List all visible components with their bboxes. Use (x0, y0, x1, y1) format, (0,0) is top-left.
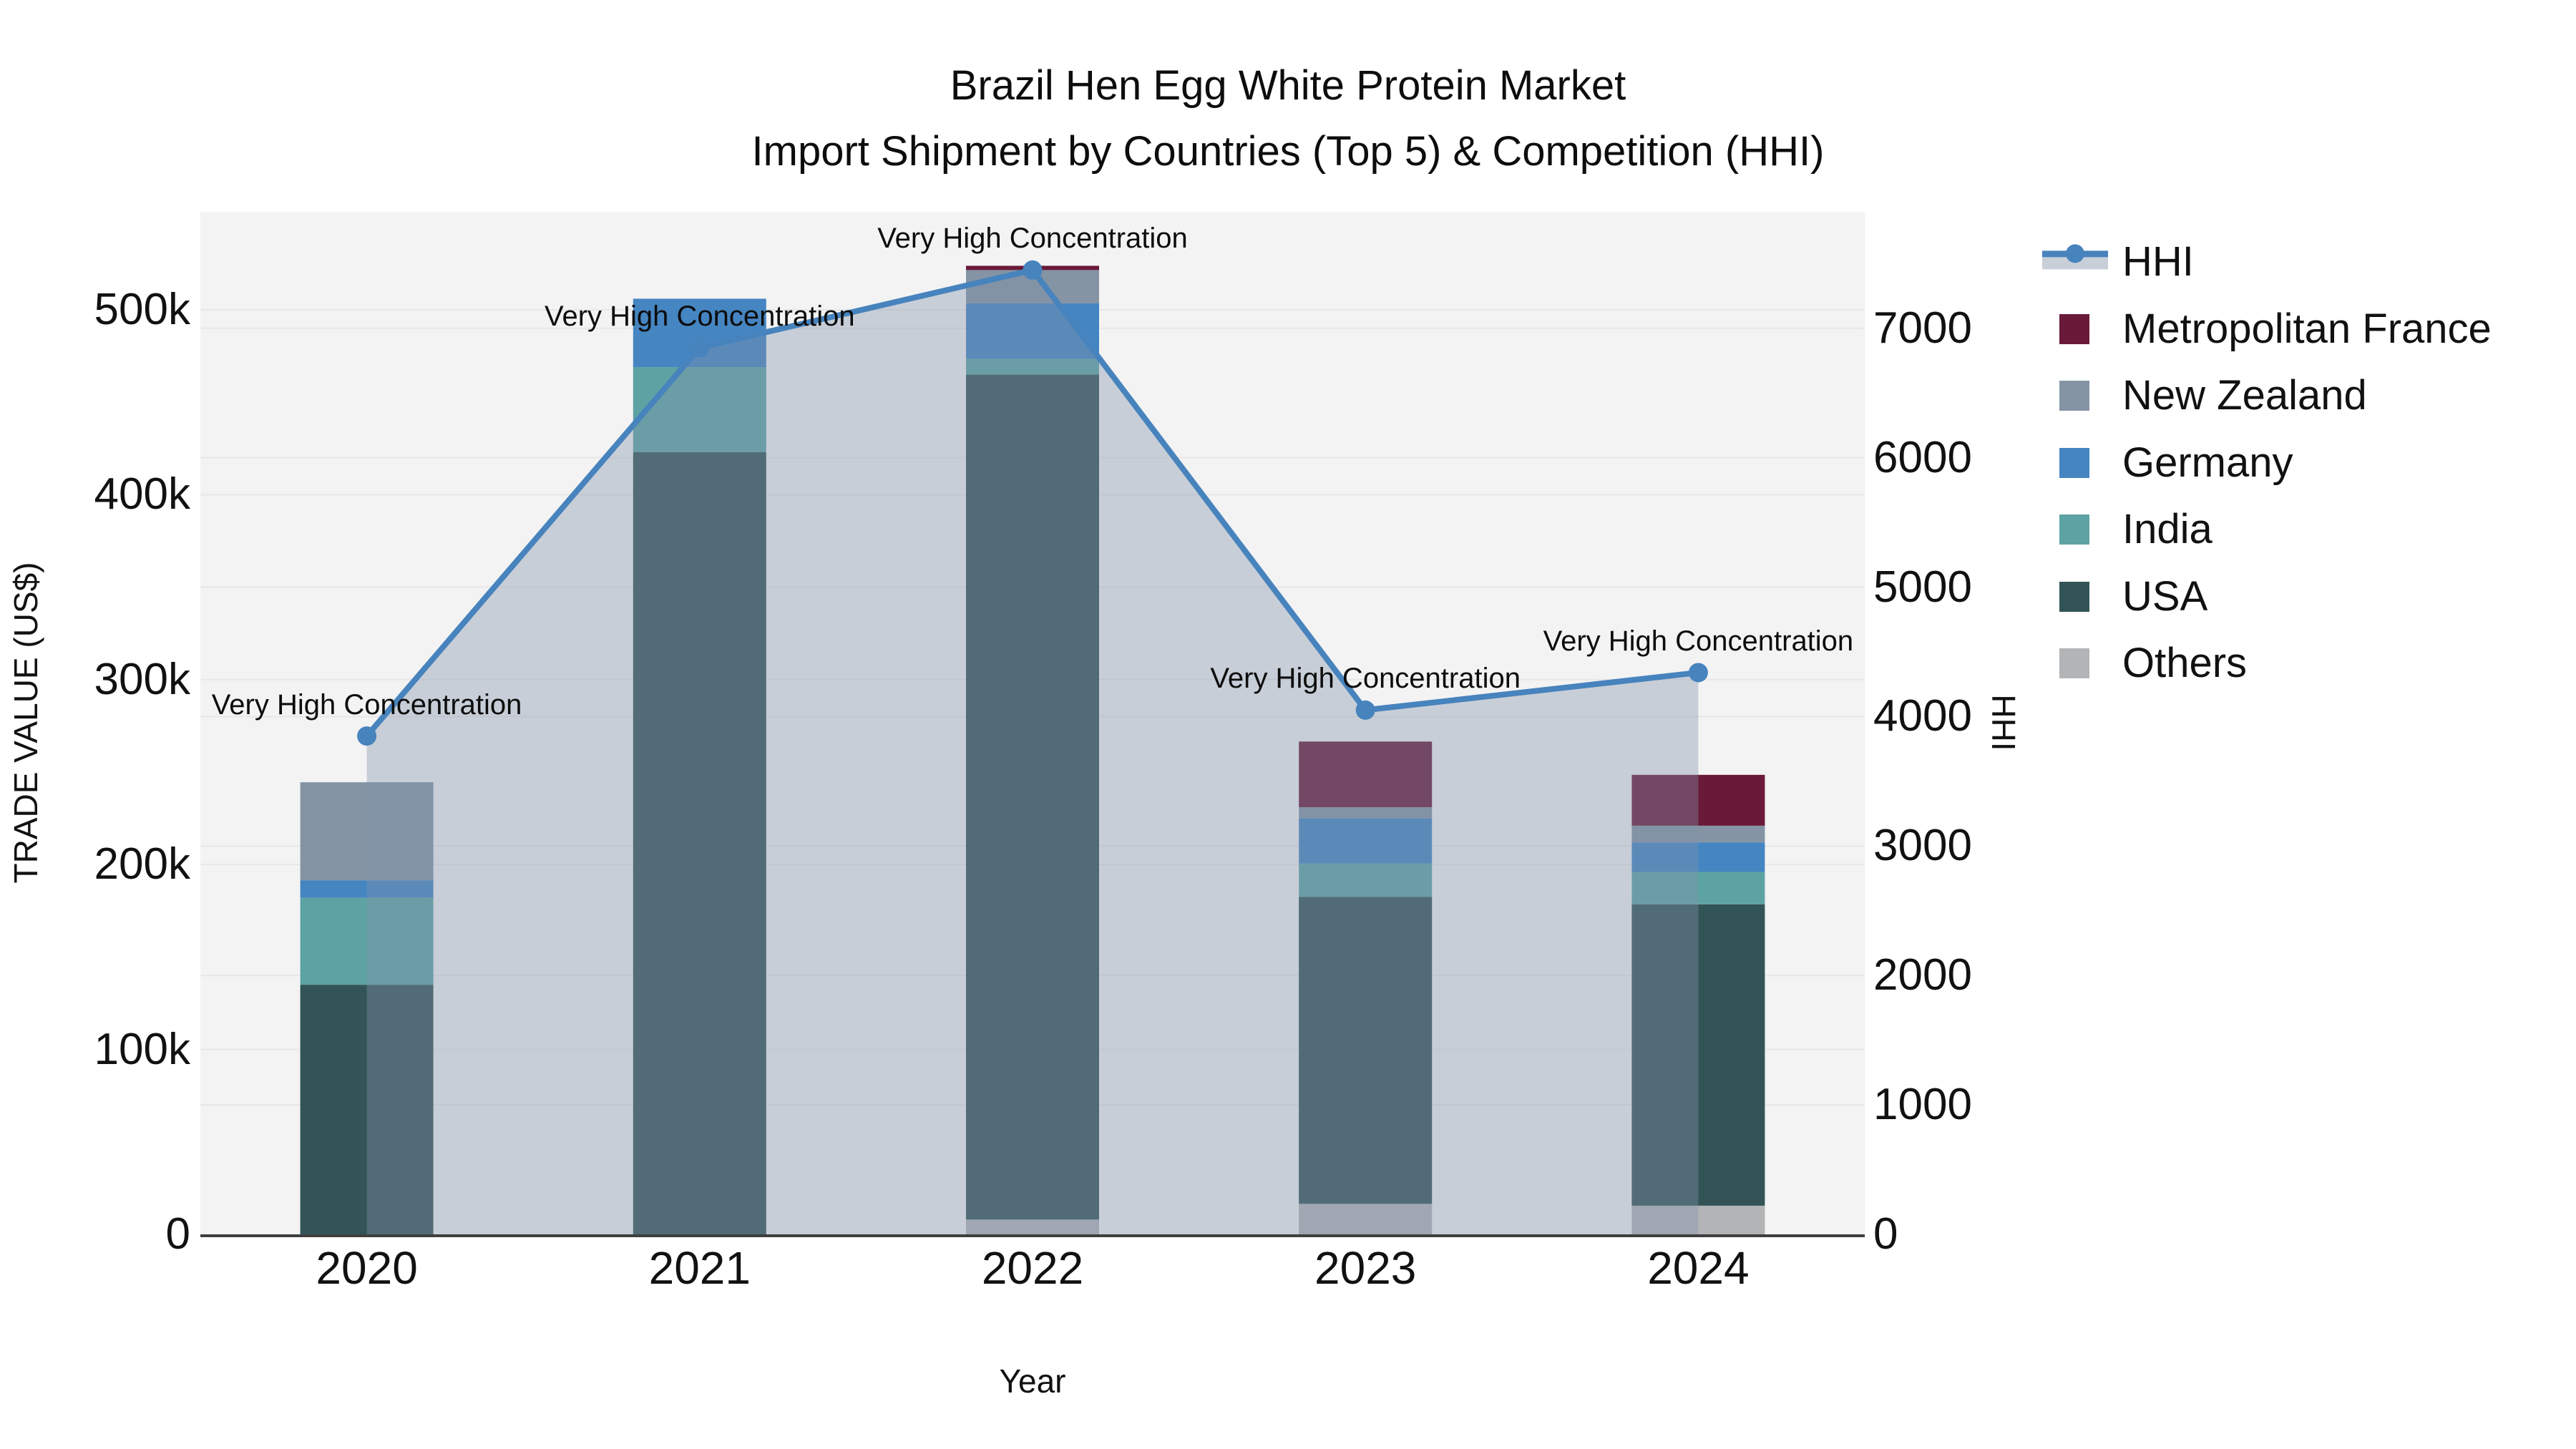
bar-segment-india-2021[interactable] (633, 367, 766, 452)
legend-swatch-icon (2059, 381, 2089, 411)
annotation-2022: Very High Concentration (877, 223, 1188, 255)
y-left-tick-500k: 500k (94, 284, 190, 334)
legend-item-new-zealand[interactable]: New Zealand (2038, 373, 2567, 419)
x-tick-2021: 2021 (648, 1242, 751, 1294)
y-left-tick-300k: 300k (94, 654, 190, 704)
bar-segment-others-2023[interactable] (1299, 1204, 1433, 1234)
bar-segment-usa-2024[interactable] (1631, 904, 1765, 1206)
y-left-tick-100k: 100k (94, 1024, 190, 1074)
bar-segment-usa-2020[interactable] (300, 985, 434, 1234)
y-right-tick-5000: 5000 (1873, 562, 1972, 612)
legend-swatch-icon (2059, 313, 2089, 344)
legend-item-label: Metropolitan France (2122, 305, 2492, 352)
legend-swatch-icon (2059, 648, 2089, 678)
annotation-2024: Very High Concentration (1543, 625, 1854, 657)
y-left-tick-400k: 400k (94, 469, 190, 519)
y-left-tick-200k: 200k (94, 839, 190, 889)
y-right-tick-1000: 1000 (1873, 1080, 1972, 1130)
y-left-axis-title: TRADE VALUE (US$) (7, 562, 44, 884)
bar-segment-india-2022[interactable] (966, 358, 1099, 375)
y-right-tick-4000: 4000 (1873, 691, 1972, 741)
annotation-2021: Very High Concentration (545, 300, 855, 332)
legend-item-label: USA (2122, 572, 2208, 620)
chart-title-line2: Import Shipment by Countries (Top 5) & C… (751, 128, 1825, 175)
x-axis-title: Year (999, 1362, 1066, 1400)
x-tick-2020: 2020 (316, 1242, 418, 1294)
bar-segment-germany-2024[interactable] (1631, 842, 1765, 872)
legend-swatch-icon (2059, 514, 2089, 545)
bar-segment-new-zealand-2020[interactable] (300, 782, 434, 881)
legend-item-hhi[interactable]: HHI (2038, 239, 2567, 285)
legend-swatch-icon (2059, 581, 2089, 612)
y-left-tick-0: 0 (165, 1209, 190, 1259)
legend-item-others[interactable]: Others (2038, 640, 2567, 686)
x-tick-2022: 2022 (981, 1242, 1084, 1294)
bar-segment-india-2020[interactable] (300, 897, 434, 985)
chart-title-line1: Brazil Hen Egg White Protein Market (950, 62, 1626, 109)
hhi-marker-2020[interactable] (357, 726, 377, 746)
bar-segment-germany-2020[interactable] (300, 880, 434, 898)
legend-item-usa[interactable]: USA (2038, 574, 2567, 620)
bar-segment-usa-2022[interactable] (966, 374, 1099, 1220)
y-right-tick-7000: 7000 (1873, 303, 1972, 353)
y-right-tick-3000: 3000 (1873, 821, 1972, 871)
legend-swatch-icon (2059, 447, 2089, 478)
y-right-tick-6000: 6000 (1873, 432, 1972, 482)
annotation-2020: Very High Concentration (211, 688, 522, 721)
hhi-marker-2022[interactable] (1023, 260, 1043, 280)
legend-item-label: New Zealand (2122, 372, 2367, 419)
y-right-tick-2000: 2000 (1873, 950, 1972, 1000)
bar-segment-usa-2021[interactable] (633, 452, 766, 1234)
legend-item-india[interactable]: India (2038, 507, 2567, 552)
bar-segment-metropolitan-france-2024[interactable] (1631, 774, 1765, 826)
x-tick-2023: 2023 (1314, 1242, 1417, 1294)
legend-item-label: Others (2122, 640, 2248, 686)
legend-item-metropolitan-france[interactable]: Metropolitan France (2038, 306, 2567, 352)
y-right-tick-0: 0 (1873, 1209, 1898, 1259)
hhi-marker-2024[interactable] (1688, 663, 1708, 683)
bar-segment-new-zealand-2023[interactable] (1299, 807, 1433, 819)
bar-segment-germany-2023[interactable] (1299, 818, 1433, 864)
hhi-line-sample-icon (2042, 244, 2108, 270)
y-right-axis-title: HHI (1985, 694, 2022, 751)
bar-segment-usa-2023[interactable] (1299, 897, 1433, 1204)
legend-item-germany[interactable]: Germany (2038, 440, 2567, 486)
bar-segment-india-2023[interactable] (1299, 863, 1433, 897)
bar-segment-others-2024[interactable] (1631, 1205, 1765, 1234)
x-tick-2024: 2024 (1647, 1242, 1750, 1294)
bar-segment-metropolitan-france-2023[interactable] (1299, 741, 1433, 808)
hhi-marker-2021[interactable] (690, 338, 710, 358)
hhi-marker-2023[interactable] (1355, 700, 1375, 720)
annotation-2023: Very High Concentration (1210, 663, 1521, 695)
bar-segment-new-zealand-2024[interactable] (1631, 825, 1765, 843)
legend-item-label: India (2122, 506, 2212, 552)
bar-segment-others-2022[interactable] (966, 1219, 1099, 1234)
hhi-area-fill (366, 270, 1699, 1235)
bar-segment-india-2024[interactable] (1631, 872, 1765, 904)
legend-item-label: HHI (2122, 238, 2194, 285)
legend-item-label: Germany (2122, 439, 2293, 486)
